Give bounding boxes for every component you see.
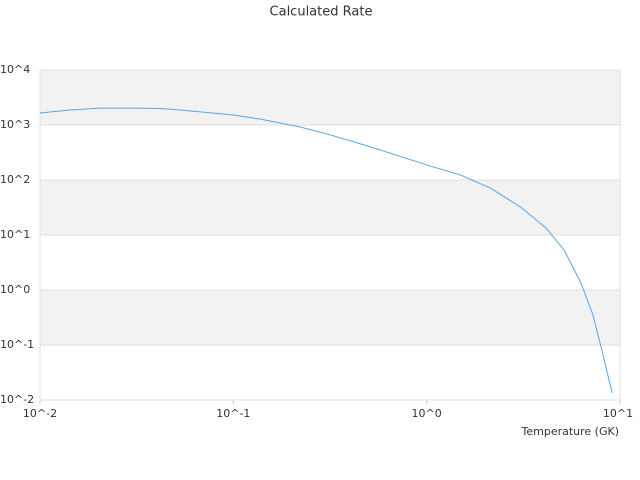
x-tick-label: 10^-2 bbox=[23, 407, 57, 420]
chart-title: Calculated Rate bbox=[270, 5, 373, 20]
grid-band bbox=[40, 235, 620, 290]
y-tick-label: 10^2 bbox=[0, 173, 30, 186]
grid-band bbox=[40, 70, 620, 125]
grid-band bbox=[40, 180, 620, 235]
y-tick-label: 10^4 bbox=[0, 63, 30, 76]
grid-band bbox=[40, 345, 620, 400]
y-tick-label: 10^1 bbox=[0, 228, 30, 241]
y-tick-label: 10^-2 bbox=[0, 393, 34, 406]
x-tick-label: 10^0 bbox=[412, 407, 442, 420]
grid-band bbox=[40, 290, 620, 345]
plot-frame bbox=[39, 69, 621, 401]
x-axis-label: Temperature (GK) bbox=[521, 425, 620, 438]
grid-band bbox=[40, 125, 620, 180]
data-line bbox=[39, 107, 613, 393]
x-tick-label: 10^-1 bbox=[216, 407, 250, 420]
y-tick-label: 10^-1 bbox=[0, 338, 34, 351]
x-tick-label: 10^1 bbox=[603, 407, 633, 420]
y-tick-label: 10^0 bbox=[0, 283, 30, 296]
y-tick-label: 10^3 bbox=[0, 118, 30, 131]
